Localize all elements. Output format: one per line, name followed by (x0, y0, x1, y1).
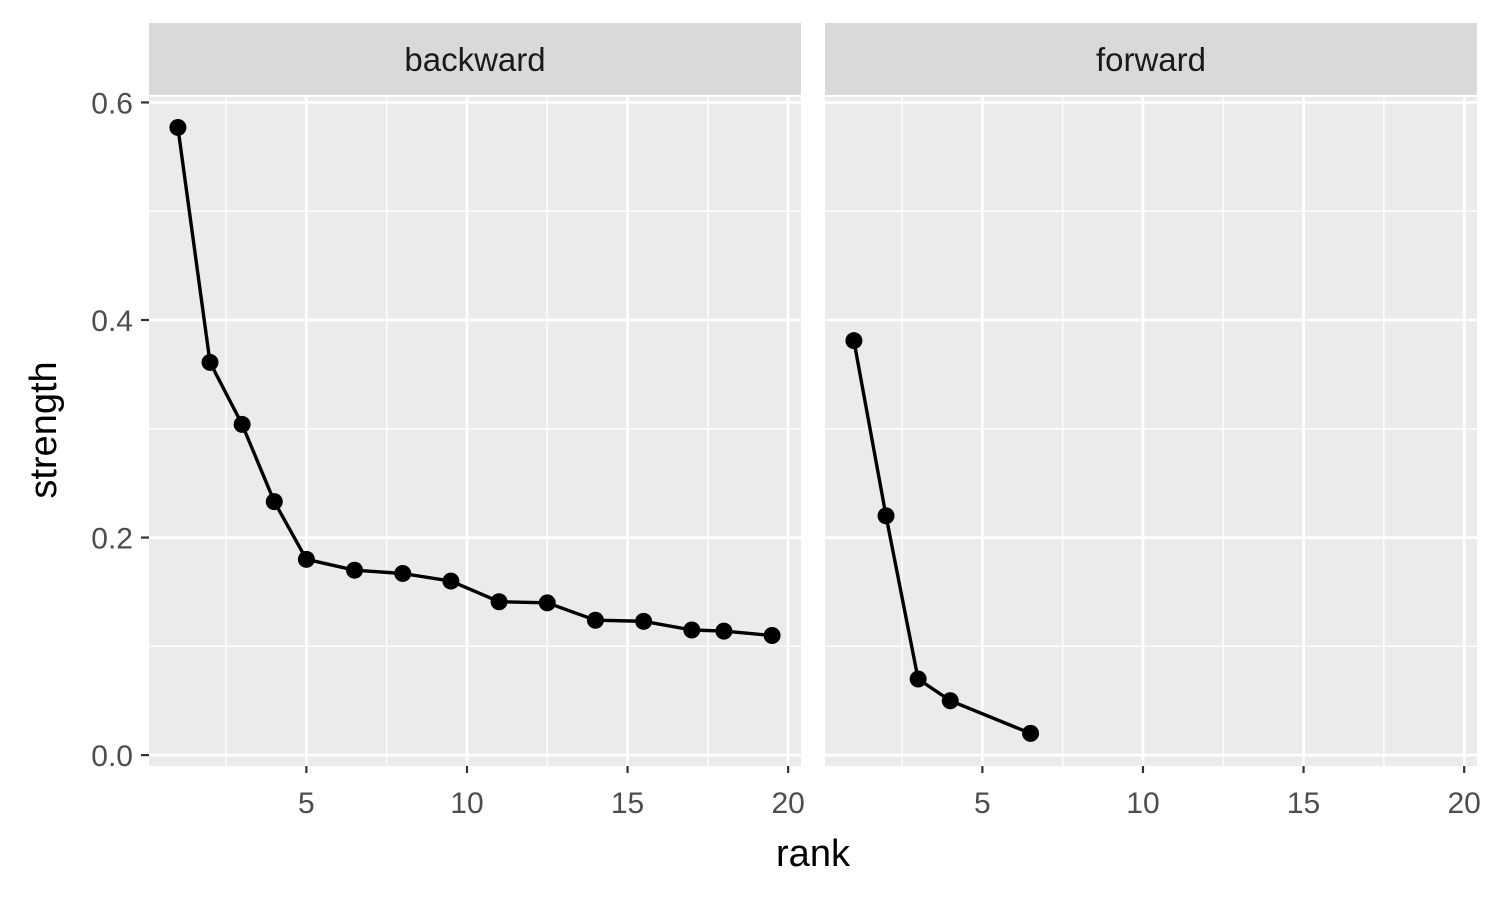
y-tick-label: 0.6 (91, 87, 133, 120)
y-tick-label: 0.0 (91, 740, 133, 773)
panel-backward: backward 5 10 15 20 0.0 0.2 0.4 0.6 (91, 23, 805, 820)
x-tick-label: 20 (771, 787, 804, 820)
panel-background-forward (825, 97, 1477, 766)
y-tick-label: 0.2 (91, 523, 133, 556)
y-axis-title: strength (23, 361, 65, 498)
y-tick-label: 0.4 (91, 305, 133, 338)
panel-background-backward (149, 97, 801, 766)
x-tick-label: 5 (298, 787, 315, 820)
data-point (635, 612, 653, 630)
x-tick-label: 15 (1287, 787, 1320, 820)
data-point (845, 332, 863, 350)
data-point (297, 550, 315, 568)
strip-backward (149, 23, 801, 95)
data-point (877, 507, 895, 525)
x-tick-label: 5 (974, 787, 991, 820)
x-axis-title: rank (776, 833, 851, 875)
data-point (265, 493, 283, 511)
strip-label-backward: backward (404, 41, 545, 78)
data-point (538, 594, 556, 612)
data-point (909, 670, 927, 688)
strip-label-forward: forward (1096, 41, 1206, 78)
data-point (1022, 724, 1040, 742)
data-point (233, 415, 251, 433)
x-tick-label: 10 (1126, 787, 1159, 820)
data-point (201, 353, 219, 371)
data-point (169, 118, 187, 136)
data-point (941, 692, 959, 710)
data-point (586, 611, 604, 629)
data-point (683, 621, 701, 639)
panel-forward: forward 5 10 15 20 (825, 23, 1481, 820)
data-point (394, 564, 412, 582)
x-tick-label: 10 (450, 787, 483, 820)
panels-layer: backward 5 10 15 20 0.0 0.2 0.4 0.6 forward 5 10 15 2… (91, 23, 1481, 820)
data-point (715, 622, 733, 640)
data-point (346, 561, 364, 579)
x-tick-label: 15 (611, 787, 644, 820)
data-point (442, 572, 460, 590)
strip-forward (825, 23, 1477, 95)
x-tick-label: 20 (1447, 787, 1480, 820)
data-point (490, 593, 508, 611)
data-point (763, 626, 781, 644)
